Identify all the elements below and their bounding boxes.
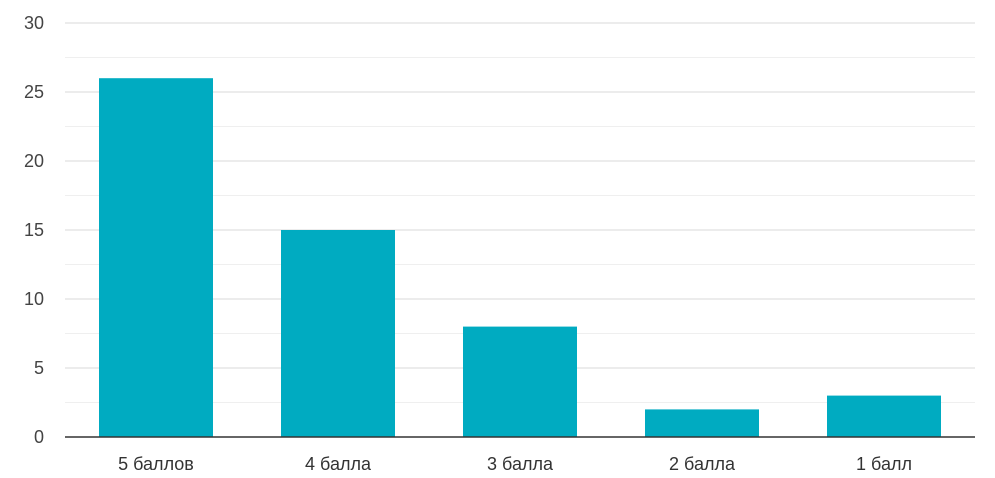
x-tick-label: 2 балла <box>669 454 736 474</box>
y-tick-label: 25 <box>24 82 44 102</box>
y-tick-label: 0 <box>34 427 44 447</box>
grid-lines <box>65 22 975 403</box>
bar <box>827 395 941 437</box>
x-axis: 5 баллов 4 балла 3 балла 2 балла 1 балл <box>65 436 975 474</box>
bar <box>463 326 577 437</box>
bar <box>281 230 395 437</box>
y-tick-label: 15 <box>24 220 44 240</box>
y-tick-label: 5 <box>34 358 44 378</box>
y-tick-label: 20 <box>24 151 44 171</box>
x-tick-label: 1 балл <box>856 454 912 474</box>
x-tick-label: 5 баллов <box>118 454 194 474</box>
bar <box>645 409 759 437</box>
bar <box>99 78 213 437</box>
x-tick-label: 4 балла <box>305 454 372 474</box>
y-tick-label: 30 <box>24 13 44 33</box>
y-tick-label: 10 <box>24 289 44 309</box>
y-axis: 0 5 10 15 20 25 30 <box>24 13 44 447</box>
bars <box>99 78 941 437</box>
x-tick-label: 3 балла <box>487 454 554 474</box>
